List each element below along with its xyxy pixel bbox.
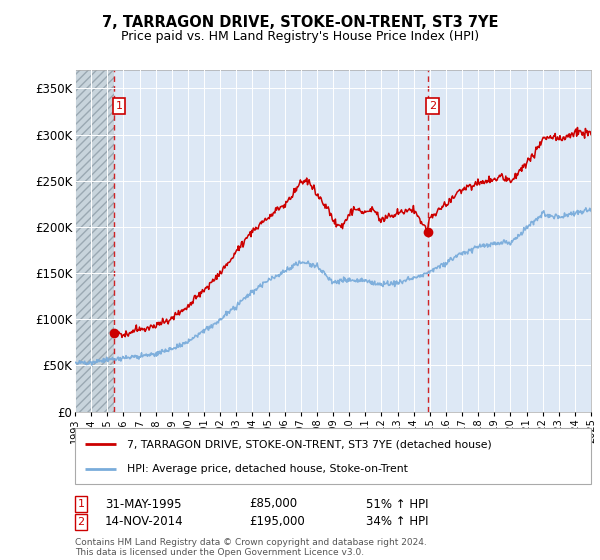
Text: 7, TARRAGON DRIVE, STOKE-ON-TRENT, ST3 7YE (detached house): 7, TARRAGON DRIVE, STOKE-ON-TRENT, ST3 7… [127, 439, 491, 449]
Text: Contains HM Land Registry data © Crown copyright and database right 2024.
This d: Contains HM Land Registry data © Crown c… [75, 538, 427, 557]
Text: 34% ↑ HPI: 34% ↑ HPI [366, 515, 428, 529]
Text: 7, TARRAGON DRIVE, STOKE-ON-TRENT, ST3 7YE: 7, TARRAGON DRIVE, STOKE-ON-TRENT, ST3 7… [102, 15, 498, 30]
Text: £195,000: £195,000 [249, 515, 305, 529]
Text: £85,000: £85,000 [249, 497, 297, 511]
FancyBboxPatch shape [75, 428, 591, 484]
Text: 31-MAY-1995: 31-MAY-1995 [105, 497, 182, 511]
Bar [75, 70, 114, 412]
Text: HPI: Average price, detached house, Stoke-on-Trent: HPI: Average price, detached house, Stok… [127, 464, 407, 474]
Text: Price paid vs. HM Land Registry's House Price Index (HPI): Price paid vs. HM Land Registry's House … [121, 30, 479, 43]
Text: 51% ↑ HPI: 51% ↑ HPI [366, 497, 428, 511]
Text: 1: 1 [77, 499, 85, 509]
Text: 2: 2 [77, 517, 85, 527]
Text: 1: 1 [115, 101, 122, 111]
Text: 14-NOV-2014: 14-NOV-2014 [105, 515, 184, 529]
Text: 2: 2 [429, 101, 436, 111]
